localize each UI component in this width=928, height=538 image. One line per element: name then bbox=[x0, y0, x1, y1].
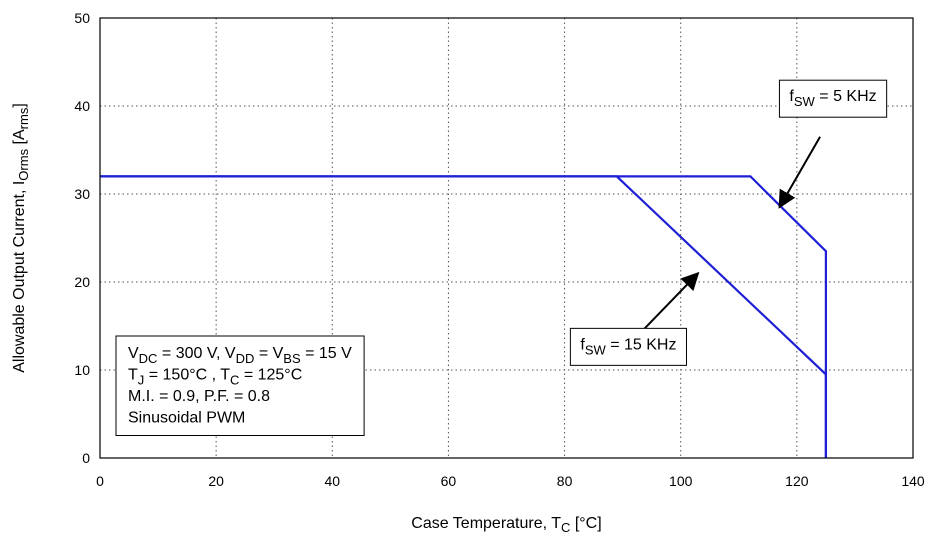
x-tick-label: 60 bbox=[441, 473, 457, 489]
condition-line: Sinusoidal PWM bbox=[128, 410, 245, 427]
conditions-frame bbox=[115, 335, 365, 436]
annotation-label: fSW = 15 KHz bbox=[580, 336, 676, 357]
x-tick-label: 140 bbox=[901, 473, 925, 489]
y-tick-label: 50 bbox=[74, 10, 90, 26]
y-axis-label: Allowable Output Current, IOrms [Arms] bbox=[11, 103, 31, 373]
y-axis-ticks: 0 10 20 30 40 50 bbox=[74, 10, 90, 466]
plot-frame bbox=[99, 17, 914, 459]
y-tick-label: 20 bbox=[74, 274, 90, 290]
annotation-box bbox=[569, 327, 687, 366]
x-tick-label: 100 bbox=[669, 473, 693, 489]
x-tick-label: 0 bbox=[96, 473, 104, 489]
annotation-box bbox=[778, 79, 888, 118]
annotation-f5: fSW = 5 KHz bbox=[778, 79, 888, 209]
data-series bbox=[100, 175, 827, 458]
annotation-arrow bbox=[778, 136, 821, 209]
x-axis-ticks: 0 20 40 60 80 100 120 140 bbox=[96, 473, 925, 489]
y-tick-label: 40 bbox=[74, 98, 90, 114]
condition-line: M.I. = 0.9, P.F. = 0.8 bbox=[128, 388, 270, 405]
annotations: fSW = 5 KHz fSW = 15 KHz bbox=[569, 79, 888, 366]
annotation-f15: fSW = 15 KHz bbox=[569, 271, 700, 366]
condition-line: TJ = 150°C , TC = 125°C bbox=[128, 367, 302, 388]
x-tick-label: 80 bbox=[557, 473, 573, 489]
x-tick-label: 40 bbox=[324, 473, 340, 489]
condition-line: VDC = 300 V, VDD = VBS = 15 V bbox=[128, 345, 352, 366]
series-line-2 bbox=[100, 175, 827, 458]
annotation-label: fSW = 5 KHz bbox=[789, 88, 876, 109]
x-tick-label: 120 bbox=[785, 473, 809, 489]
y-tick-label: 10 bbox=[74, 362, 90, 378]
x-tick-label: 20 bbox=[208, 473, 224, 489]
y-tick-label: 0 bbox=[82, 450, 90, 466]
test-conditions-box: VDC = 300 V, VDD = VBS = 15 VTJ = 150°C … bbox=[115, 335, 365, 436]
x-axis-label: Case Temperature, TC [°C] bbox=[411, 515, 601, 535]
y-tick-label: 30 bbox=[74, 186, 90, 202]
